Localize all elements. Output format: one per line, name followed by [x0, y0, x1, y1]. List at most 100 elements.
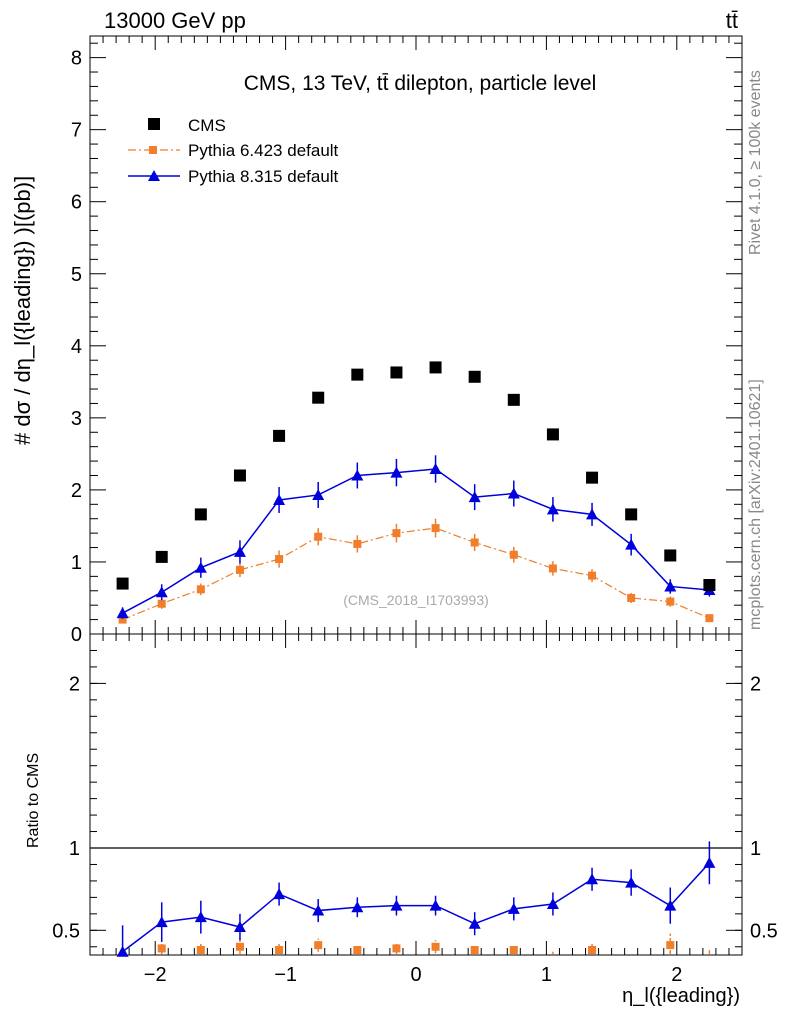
pythia8-ratio-point: [507, 902, 520, 914]
rivet-label: Rivet 4.1.0, ≥ 100k events: [747, 70, 764, 255]
ratio-tick-label: 2: [69, 673, 80, 695]
legend-cms-marker: [148, 118, 160, 130]
legend: CMS Pythia 6.423 default Pythia 8.315 de…: [128, 116, 339, 186]
pythia8-ratio-point: [586, 873, 599, 885]
pythia6-point: [588, 571, 597, 580]
legend-cms-label: CMS: [188, 116, 226, 135]
pythia6-point: [118, 615, 127, 624]
pythia8-point: [429, 463, 442, 475]
cms-data-point: [233, 469, 246, 482]
axis-ticks: −2 −1 0 1 2 0 1 2 3 4 5 6 7 8 0.5 0.5 1 1 2 2: [52, 36, 778, 986]
ratio-tick-label: 0.5: [52, 920, 80, 942]
pythia6-ratio-point: [392, 944, 401, 953]
cms-data-point: [625, 508, 638, 521]
header-final-state: tt̄: [726, 8, 738, 33]
x-axis-label: η_l({leading}): [622, 985, 740, 1007]
pythia8-ratio-point: [390, 899, 403, 911]
legend-pythia8-label: Pythia 8.315 default: [188, 167, 339, 186]
pythia6-point: [353, 539, 362, 548]
y-tick-label: 3: [71, 408, 82, 430]
pythia6-line: [122, 527, 710, 621]
x-tick-label: −2: [144, 964, 167, 986]
pythia8-ratio-point: [429, 899, 442, 911]
chart-title: CMS, 13 TeV, tt̄ dilepton, particle leve…: [244, 72, 597, 95]
pythia6-ratio-point: [314, 941, 323, 950]
mcplots-label: mcplots.cern.ch [arXiv:2401.10621]: [747, 379, 764, 630]
cms-data-point: [468, 370, 481, 383]
x-tick-label: −1: [274, 964, 297, 986]
pythia6-ratio-point: [431, 942, 440, 951]
analysis-watermark: (CMS_2018_I1703993): [343, 592, 489, 608]
y-tick-label: 7: [71, 120, 82, 142]
pythia8-point: [664, 580, 677, 592]
y-axis-label: # dσ / dη_l({leading}) )[(pb)]: [10, 176, 35, 445]
y-tick-label: 4: [71, 336, 82, 358]
pythia8-ratio-point: [468, 917, 481, 929]
pythia6-point: [548, 564, 557, 573]
pythia8-point: [586, 508, 599, 520]
pythia6-ratio-point: [235, 942, 244, 951]
cms-data-point: [194, 508, 207, 521]
header-process: 13000 GeV pp: [104, 8, 246, 33]
cms-data-point: [273, 429, 286, 442]
pythia8-ratio-point: [194, 911, 207, 923]
legend-pythia8-marker: [148, 170, 160, 181]
pythia6-point: [196, 585, 205, 594]
pythia6-point: [666, 597, 675, 606]
pythia8-point: [155, 586, 168, 598]
pythia6-ratio-point: [275, 946, 284, 954]
ratio-tick-label-right: 2: [750, 673, 761, 695]
pythia8-ratio-point: [312, 904, 325, 916]
pythia8-point: [116, 607, 129, 619]
x-tick-label: 1: [541, 964, 552, 986]
y-tick-label: 0: [71, 624, 82, 646]
pythia6-point: [431, 524, 440, 533]
pythia6-ratio-point: [157, 944, 166, 953]
pythia6-ratio-point: [196, 946, 205, 954]
ratio-y-axis-label: Ratio to CMS: [25, 753, 42, 848]
ratio-tick-label-right: 0.5: [750, 920, 778, 942]
y-tick-label: 8: [71, 48, 82, 70]
pythia6-ratio-point: [666, 941, 675, 950]
pythia8-ratio-point: [703, 856, 716, 868]
pythia8-point: [625, 538, 638, 550]
legend-pythia6-marker: [149, 146, 157, 154]
pythia8-ratio-point: [273, 888, 286, 900]
pythia8-point: [351, 469, 364, 481]
pythia8-point: [390, 466, 403, 478]
cms-data-point: [664, 549, 677, 562]
x-tick-label: 0: [410, 964, 421, 986]
pythia8-point: [194, 561, 207, 573]
pythia6-point: [275, 555, 284, 564]
pythia8-point: [233, 545, 246, 557]
pythia6-point: [235, 565, 244, 574]
pythia6-point: [392, 529, 401, 538]
pythia8-ratio-line: [122, 862, 710, 953]
pythia6-ratio-point: [353, 946, 362, 954]
cms-data-point: [546, 428, 559, 441]
y-tick-label: 1: [71, 552, 82, 574]
pythia8-point: [546, 503, 559, 515]
ratio-tick-label: 1: [69, 838, 80, 860]
pythia8-point: [312, 488, 325, 500]
x-tick-label: 2: [671, 964, 682, 986]
pythia8-ratio-point: [116, 945, 129, 957]
pythia8-ratio-point: [546, 897, 559, 909]
data-marks: [90, 361, 742, 957]
cms-data-point: [703, 579, 716, 592]
cms-data-point: [507, 393, 520, 406]
pythia8-ratio-point: [233, 921, 246, 933]
pythia8-point: [273, 493, 286, 505]
legend-pythia6-label: Pythia 6.423 default: [188, 141, 339, 160]
y-axis-label-text: # dσ / dη_l({leading}) )[(pb)]: [10, 176, 35, 445]
pythia8-point: [507, 487, 520, 499]
pythia6-point: [470, 538, 479, 547]
cms-data-point: [312, 391, 325, 404]
pythia8-ratio-point: [664, 899, 677, 911]
pythia8-point: [468, 491, 481, 503]
pythia8-ratio-point: [155, 916, 168, 928]
pythia8-line: [122, 468, 710, 614]
pythia6-ratio-point: [470, 946, 479, 954]
pythia8-ratio-point: [351, 901, 364, 913]
